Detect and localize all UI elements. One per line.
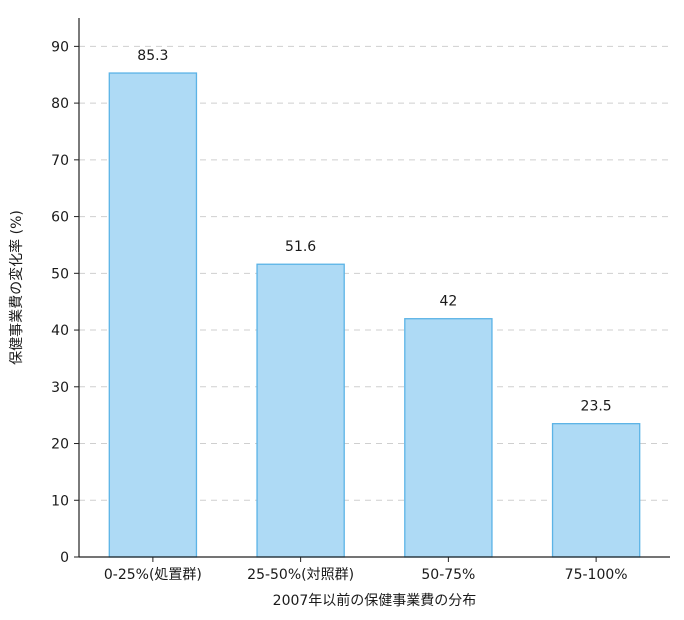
x-tick-label: 25-50%(対照群)	[247, 567, 354, 583]
x-axis-title: 2007年以前の保健事業費の分布	[273, 592, 477, 609]
x-tick-label: 75-100%	[565, 567, 628, 583]
x-tick-label: 50-75%	[421, 567, 475, 583]
y-tick-label: 20	[51, 437, 69, 453]
x-tick-label: 0-25%(処置群)	[104, 567, 202, 583]
axes	[78, 18, 670, 558]
y-tick-label: 40	[51, 323, 69, 339]
bar-value-label: 51.6	[285, 239, 316, 255]
y-tick-label: 0	[60, 550, 69, 566]
y-tick-labels: 0 10 20 30 40 50 60 70 80 90	[51, 39, 79, 566]
x-tick-labels: 0-25%(処置群) 25-50%(対照群) 50-75% 75-100%	[104, 557, 628, 583]
bar-value-label: 42	[439, 294, 457, 310]
y-tick-label: 50	[51, 266, 69, 282]
bar	[404, 318, 493, 558]
y-tick-label: 30	[51, 380, 69, 396]
bar	[551, 423, 641, 558]
bar	[108, 72, 198, 558]
y-tick-label: 60	[51, 210, 69, 226]
bar-value-label: 23.5	[581, 399, 612, 415]
y-tick-label: 80	[51, 96, 69, 112]
value-labels: 85.3 51.6 42 23.5	[137, 48, 611, 415]
bars	[108, 72, 641, 558]
y-axis-title: 保健事業費の変化率 (%)	[8, 210, 25, 365]
y-tick-label: 70	[51, 153, 69, 169]
y-tick-label: 10	[51, 493, 69, 509]
bar	[256, 263, 345, 558]
y-tick-label: 90	[51, 39, 69, 55]
bar-value-label: 85.3	[137, 48, 168, 64]
